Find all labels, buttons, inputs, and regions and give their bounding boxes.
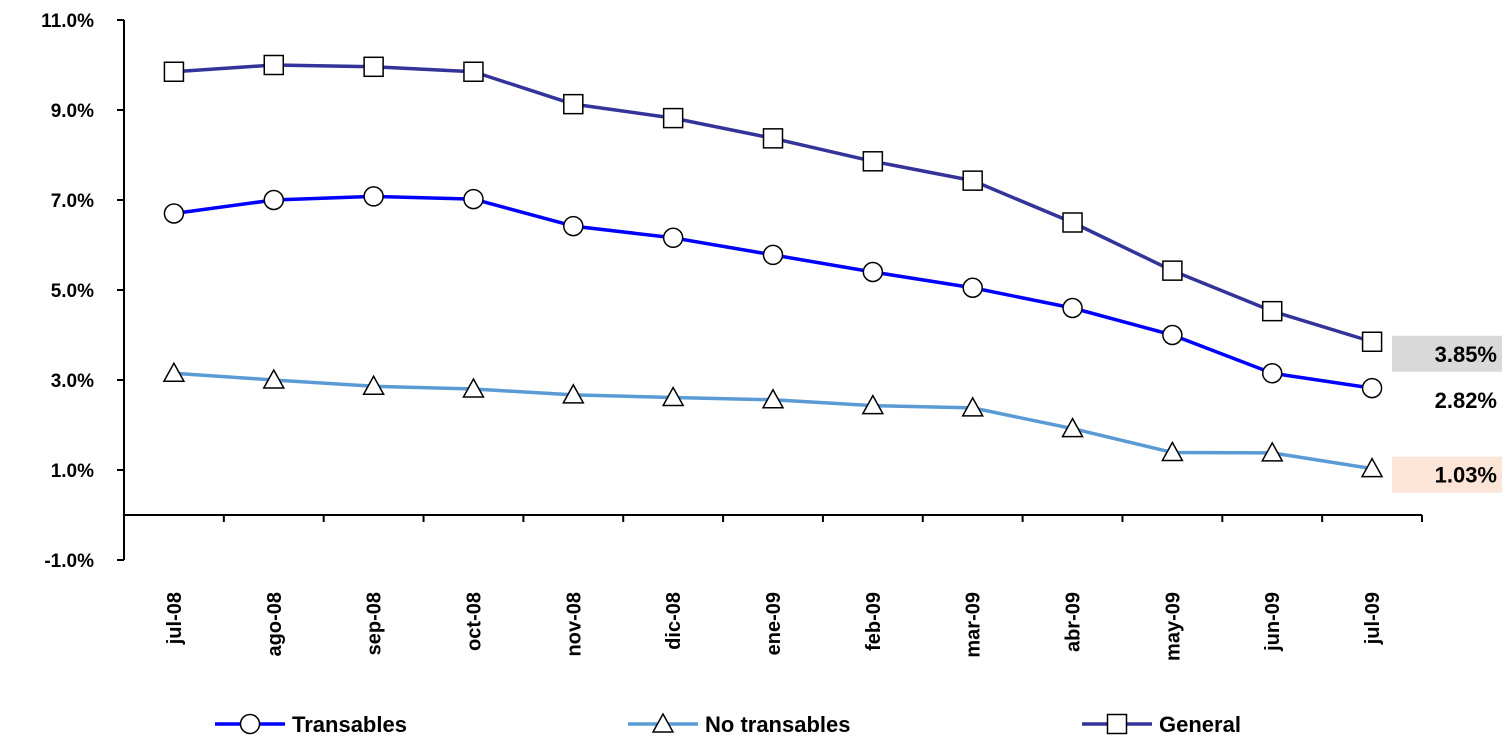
data-point-square	[363, 56, 384, 78]
data-point-square	[1361, 331, 1383, 352]
data-point-circle	[862, 261, 884, 283]
data-point-triangle	[761, 388, 785, 409]
data-point-circle	[163, 203, 185, 224]
data-point-triangle	[651, 712, 675, 733]
data-point-triangle	[961, 396, 984, 417]
x-category-label: jul-09	[1362, 592, 1384, 645]
data-point-triangle	[1360, 457, 1384, 478]
data-point-square	[563, 93, 584, 115]
y-tick-label: 5.0%	[51, 281, 94, 302]
legend-label: General	[1159, 712, 1241, 737]
data-point-triangle	[262, 368, 286, 389]
data-point-circle	[762, 244, 784, 266]
data-point-square	[1106, 713, 1128, 735]
data-point-triangle	[861, 394, 885, 415]
data-point-triangle	[661, 386, 685, 407]
data-point-square	[263, 54, 285, 76]
data-point-square	[762, 128, 784, 149]
x-category-label: sep-08	[364, 592, 386, 655]
x-category-label: oct-08	[463, 592, 485, 651]
end-label: 2.82%	[1435, 388, 1497, 413]
series-general	[163, 54, 1383, 352]
end-label-background	[1392, 456, 1502, 493]
data-point-square	[463, 61, 484, 82]
x-category-label: ago-08	[264, 592, 286, 656]
x-category-label: nov-08	[563, 592, 585, 656]
end-labels: 3.85% 2.82% 1.03%	[1392, 335, 1502, 493]
data-point-triangle	[1161, 440, 1184, 462]
data-point-circle	[1261, 363, 1283, 384]
y-tick-label: 9.0%	[51, 101, 94, 122]
x-category-label: feb-09	[863, 592, 885, 651]
data-point-square	[662, 107, 684, 129]
data-point-triangle	[362, 374, 385, 396]
series-line	[173, 371, 1373, 471]
x-category-label: dic-08	[663, 592, 685, 650]
data-point-circle	[962, 277, 983, 298]
legend-label: No transables	[705, 712, 851, 737]
chart-axes: -1.0% 1.0% 3.0% 5.0% 7.0% 9.0% 11.0% jul-08 ago-…	[41, 11, 1423, 661]
end-label: 1.03%	[1435, 463, 1497, 488]
legend-label: Transables	[292, 712, 407, 737]
data-point-triangle	[1061, 417, 1084, 438]
data-point-circle	[1062, 297, 1083, 319]
y-tick-label: 3.0%	[51, 371, 94, 392]
end-label-background	[1392, 335, 1502, 372]
series-line	[173, 63, 1373, 344]
series-line	[173, 194, 1373, 390]
x-category-label: jul-08	[164, 592, 186, 645]
data-point-square	[1062, 212, 1083, 233]
series-layer	[162, 54, 1384, 478]
x-category-label: jun-09	[1262, 592, 1284, 652]
data-point-triangle	[1260, 441, 1284, 462]
series-transables	[163, 186, 1383, 399]
data-point-circle	[1361, 377, 1383, 399]
data-point-circle	[1162, 324, 1183, 346]
data-point-square	[1162, 260, 1183, 281]
data-point-triangle	[462, 377, 485, 398]
legend: Transables No transables General	[215, 712, 1241, 737]
data-point-square	[962, 170, 983, 191]
y-tick-label: -1.0%	[44, 551, 94, 572]
x-category-label: ene-09	[763, 592, 785, 655]
data-point-triangle	[162, 361, 186, 382]
data-point-triangle	[562, 383, 585, 404]
x-category-label: may-09	[1162, 592, 1184, 661]
data-point-circle	[463, 188, 484, 210]
end-label: 3.85%	[1435, 342, 1497, 367]
y-tick-label: 1.0%	[51, 461, 94, 482]
series-no-transables	[162, 361, 1384, 478]
y-tick-label: 7.0%	[51, 191, 94, 212]
data-point-square	[163, 61, 185, 82]
legend-item-general: General	[1082, 712, 1241, 737]
x-category-label: abr-09	[1063, 592, 1085, 652]
data-point-square	[862, 151, 884, 172]
data-point-circle	[263, 189, 285, 211]
y-tick-label: 11.0%	[41, 11, 94, 32]
data-point-circle	[363, 186, 384, 207]
data-point-square	[1261, 300, 1283, 322]
legend-item-transables: Transables	[215, 712, 407, 737]
data-point-circle	[662, 227, 684, 249]
legend-item-no-transables: No transables	[628, 712, 851, 737]
data-point-circle	[563, 215, 584, 237]
x-category-label: mar-09	[963, 592, 985, 658]
data-point-circle	[239, 713, 261, 735]
